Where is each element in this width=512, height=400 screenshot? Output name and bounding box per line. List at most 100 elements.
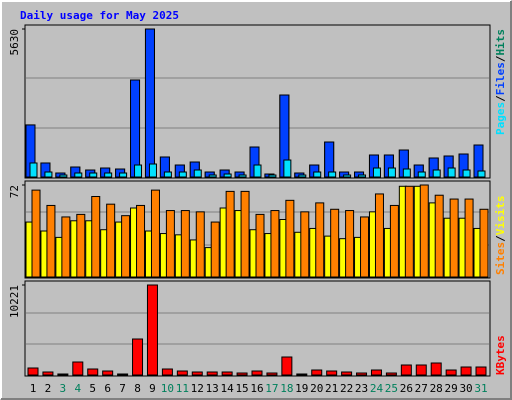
bar xyxy=(464,198,474,278)
bar xyxy=(447,167,456,178)
bar xyxy=(119,172,128,178)
panel xyxy=(24,280,491,377)
bar xyxy=(136,204,146,278)
x-tick-label: 1 xyxy=(30,382,37,395)
x-tick-label: 2 xyxy=(45,382,52,395)
bar xyxy=(180,210,190,278)
x-tick-label: 14 xyxy=(221,382,235,395)
x-tick-label: 27 xyxy=(415,382,428,395)
bar xyxy=(270,210,280,278)
x-tick-label: 19 xyxy=(295,382,308,395)
bar xyxy=(281,356,293,376)
bar xyxy=(223,173,232,178)
x-tick-label: 4 xyxy=(74,382,81,395)
bar xyxy=(374,193,384,278)
bar xyxy=(178,171,187,178)
bar xyxy=(268,174,277,178)
x-tick-label: 12 xyxy=(191,382,204,395)
x-tick-label: 13 xyxy=(206,382,219,395)
bar xyxy=(206,371,218,376)
bar xyxy=(417,171,426,178)
bar xyxy=(343,174,352,178)
bar xyxy=(104,172,113,178)
bar xyxy=(296,373,308,376)
bar xyxy=(311,369,323,376)
bar xyxy=(27,367,39,376)
x-tick-label: 20 xyxy=(310,382,323,395)
bar xyxy=(42,371,54,376)
y-tick-label: 10221 xyxy=(8,285,21,318)
bar xyxy=(76,213,86,278)
bar xyxy=(221,371,233,376)
bar xyxy=(146,284,158,376)
x-tick-label: 28 xyxy=(430,382,443,395)
bar xyxy=(432,169,441,178)
bar xyxy=(345,210,355,278)
bar xyxy=(283,159,292,178)
legend-entry: KBytes xyxy=(494,335,507,375)
bar xyxy=(300,211,310,278)
bar xyxy=(389,204,399,278)
bar xyxy=(313,171,322,178)
legend-separator: / xyxy=(494,235,507,242)
bar xyxy=(330,208,340,278)
bar xyxy=(134,164,143,178)
bar xyxy=(430,362,442,376)
bar xyxy=(106,203,116,278)
bar xyxy=(238,174,247,178)
bar xyxy=(328,171,337,178)
bar xyxy=(434,194,444,278)
x-tick-label: 31 xyxy=(474,382,487,395)
x-tick-label: 25 xyxy=(385,382,398,395)
bar xyxy=(419,184,429,278)
legend: KBytes xyxy=(494,335,507,375)
y-tick-label: 5630 xyxy=(8,29,21,56)
bar xyxy=(475,366,487,376)
legend-entry: Pages xyxy=(494,102,507,135)
bar xyxy=(74,172,83,178)
x-tick-label: 21 xyxy=(325,382,338,395)
x-tick-label: 6 xyxy=(104,382,111,395)
bar xyxy=(29,162,38,178)
bar xyxy=(460,366,472,376)
x-tick-label: 15 xyxy=(235,382,248,395)
bar xyxy=(117,373,129,376)
bar xyxy=(387,167,396,178)
bar xyxy=(148,163,157,178)
legend-entry: Visits xyxy=(494,196,507,236)
bar xyxy=(255,213,265,278)
bar xyxy=(150,189,160,278)
bar xyxy=(121,215,131,278)
bar xyxy=(193,169,202,178)
legend-separator: / xyxy=(494,55,507,62)
x-tick-label: 23 xyxy=(355,382,368,395)
bar xyxy=(144,28,155,178)
x-tick-label: 16 xyxy=(250,382,263,395)
bar xyxy=(46,204,56,278)
bar xyxy=(210,221,220,278)
bar xyxy=(87,368,99,376)
x-tick-label: 17 xyxy=(265,382,278,395)
legend-separator: / xyxy=(494,95,507,102)
legend-entry: Sites xyxy=(494,242,507,275)
bar xyxy=(176,370,188,376)
x-tick-label: 18 xyxy=(280,382,293,395)
bar xyxy=(479,208,489,278)
bar xyxy=(266,372,278,376)
bar xyxy=(385,372,397,376)
bar xyxy=(61,216,71,278)
x-tick-label: 7 xyxy=(119,382,126,395)
x-tick-label: 29 xyxy=(445,382,458,395)
bar xyxy=(89,172,98,178)
bar xyxy=(285,199,295,278)
bar xyxy=(477,170,486,178)
x-tick-label: 3 xyxy=(60,382,67,395)
bar xyxy=(315,202,325,278)
bar xyxy=(360,216,370,278)
bar xyxy=(72,361,84,376)
bar xyxy=(165,210,175,278)
bar xyxy=(400,364,412,376)
bar xyxy=(358,174,367,178)
bar xyxy=(208,174,217,178)
